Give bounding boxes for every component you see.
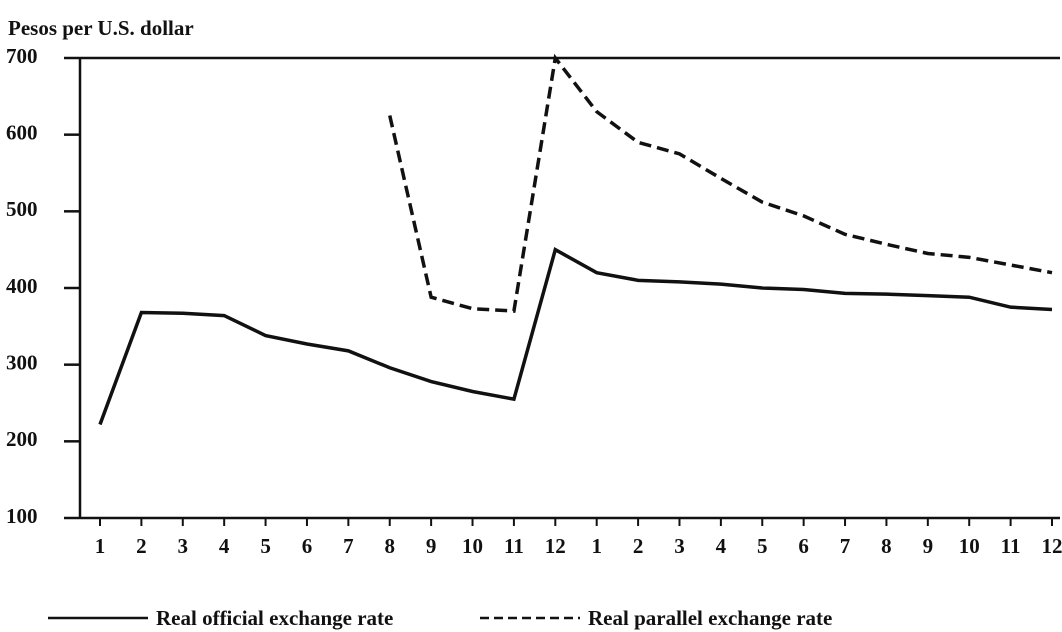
x-tick-label: 2 [136, 534, 147, 558]
y-axis-label: Pesos per U.S. dollar [8, 16, 194, 40]
y-tick-label: 500 [6, 197, 38, 221]
line-series [98, 247, 1053, 426]
x-tick-label: 12 [545, 534, 566, 558]
x-tick-label: 11 [504, 534, 524, 558]
y-tick-label: 600 [6, 120, 38, 144]
x-tick-label: 5 [757, 534, 768, 558]
x-tick-label: 6 [798, 534, 809, 558]
x-tick-label: 11 [1001, 534, 1021, 558]
x-tick-label: 8 [881, 534, 892, 558]
x-tick-label: 7 [840, 534, 851, 558]
x-tick-label: 3 [674, 534, 685, 558]
x-tick-label: 1 [95, 534, 106, 558]
x-tick-label: 7 [343, 534, 354, 558]
legend-label: Real parallel exchange rate [588, 606, 832, 630]
y-tick-label: 200 [6, 427, 38, 451]
y-tick-label: 400 [6, 274, 38, 298]
x-tick-label: 10 [959, 534, 980, 558]
y-tick-label: 300 [6, 350, 38, 374]
x-tick-label: 9 [923, 534, 934, 558]
x-tick-label: 1 [591, 534, 602, 558]
x-tick-label: 10 [462, 534, 483, 558]
y-tick-label: 100 [6, 504, 38, 528]
x-tick-label: 12 [1042, 534, 1062, 558]
x-tick-label: 9 [426, 534, 437, 558]
x-tick-label: 6 [302, 534, 313, 558]
x-tick-label: 2 [633, 534, 644, 558]
x-tick-label: 3 [178, 534, 189, 558]
x-tick-label: 8 [384, 534, 395, 558]
legend-label: Real official exchange rate [156, 606, 393, 630]
x-tick-label: 4 [716, 534, 727, 558]
y-tick-label: 700 [6, 44, 38, 68]
line-series [388, 53, 1053, 313]
x-tick-label: 5 [260, 534, 271, 558]
x-tick-label: 4 [219, 534, 230, 558]
